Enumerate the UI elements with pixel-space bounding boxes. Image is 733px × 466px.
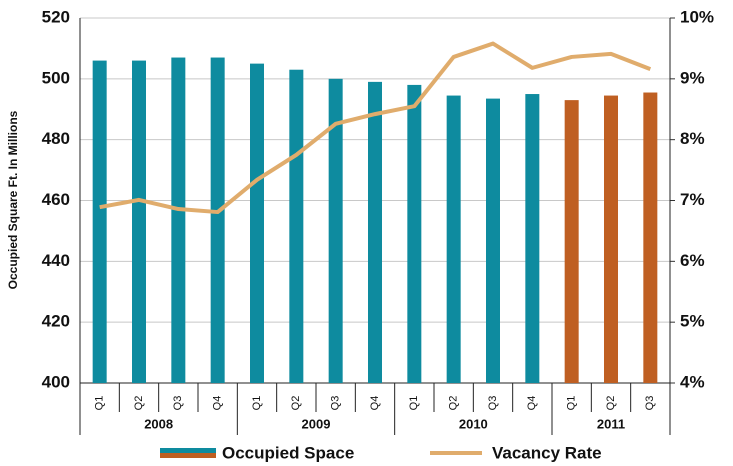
legend-swatch — [160, 448, 216, 453]
y-tick-label: 520 — [42, 7, 70, 26]
y2-tick-label: 8% — [680, 129, 705, 148]
bar — [368, 81, 382, 383]
bar — [643, 92, 658, 383]
group-label: 2011 — [597, 416, 625, 431]
y-tick-label: 500 — [42, 68, 70, 87]
y-tick-label: 480 — [42, 129, 70, 148]
x-tick-label: Q2 — [605, 396, 617, 411]
y-tick-label: 440 — [42, 251, 70, 270]
bar — [210, 57, 225, 384]
y2-tick-label: 4% — [680, 372, 705, 391]
y2-tick-label: 6% — [680, 251, 705, 270]
x-tick-label: Q3 — [330, 396, 342, 411]
bar — [328, 78, 343, 383]
bar — [486, 98, 500, 384]
legend-label: Occupied Space — [222, 443, 354, 462]
y-tick-label: 420 — [42, 312, 70, 331]
x-tick-label: Q4 — [526, 396, 538, 411]
x-tick-label: Q1 — [251, 396, 263, 411]
group-label: 2008 — [144, 416, 173, 431]
x-tick-label: Q2 — [448, 396, 460, 411]
y2-tick-label: 9% — [680, 68, 705, 87]
y-tick-label: 460 — [42, 190, 70, 209]
y2-tick-label: 10% — [680, 7, 714, 26]
y2-tick-label: 7% — [680, 190, 705, 209]
x-tick-label: Q4 — [369, 396, 381, 411]
x-tick-label: Q4 — [212, 396, 224, 411]
x-tick-label: Q3 — [644, 396, 656, 411]
x-tick-label: Q3 — [487, 396, 499, 411]
bar — [289, 69, 304, 383]
group-label: 2010 — [459, 416, 488, 431]
x-tick-label: Q1 — [408, 396, 420, 411]
bar — [525, 94, 540, 384]
bar — [446, 95, 461, 383]
line — [99, 41, 652, 215]
x-tick-label: Q3 — [172, 396, 184, 411]
bar — [92, 60, 107, 383]
bar — [604, 95, 618, 383]
y-tick-label: 400 — [42, 372, 70, 391]
y-axis-label: Occupied Square Ft. In Millions — [6, 110, 20, 289]
group-label: 2009 — [302, 416, 331, 431]
x-tick-label: Q2 — [290, 396, 302, 411]
bar — [132, 60, 146, 383]
bar — [171, 57, 186, 384]
bar — [407, 84, 422, 384]
x-tick-label: Q2 — [133, 396, 145, 411]
legend-label: Vacancy Rate — [492, 443, 602, 462]
y2-tick-label: 5% — [680, 312, 705, 331]
x-tick-label: Q1 — [94, 396, 106, 411]
x-tick-label: Q1 — [566, 396, 578, 411]
bar — [250, 63, 264, 383]
legend-swatch — [160, 453, 216, 458]
bar — [564, 100, 579, 383]
